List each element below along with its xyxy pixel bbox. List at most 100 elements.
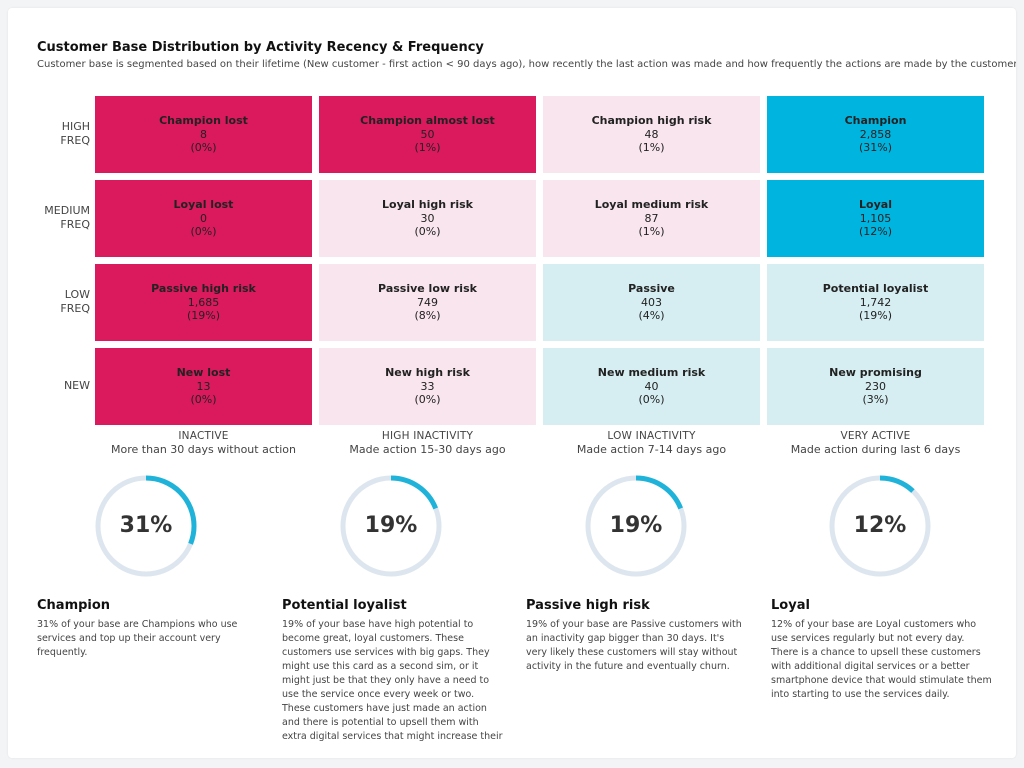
highlight-description: Passive high risk 19% of your base are Pa… — [526, 598, 748, 674]
segment-cell[interactable]: Loyal 1,105 (12%) — [767, 180, 984, 257]
segment-cell[interactable]: Passive 403 (4%) — [543, 264, 760, 341]
row-label-line1: MEDIUM — [44, 204, 90, 217]
column-label-description: Made action 15-30 days ago — [349, 443, 506, 456]
segment-name: Loyal lost — [173, 198, 234, 211]
segment-share: (1%) — [638, 141, 665, 154]
segment-name: Champion almost lost — [360, 114, 495, 127]
segment-count: 1,742 — [859, 295, 892, 309]
highlight-text: 19% of your base are Passive customers w… — [526, 619, 742, 672]
highlight-text: 19% of your base have high potential to … — [282, 619, 503, 742]
donut-percent-label: 31% — [119, 513, 173, 538]
column-label-title: HIGH INACTIVITY — [381, 430, 474, 442]
segment-name: New high risk — [385, 366, 470, 379]
segment-cell[interactable]: Loyal medium risk 87 (1%) — [543, 180, 760, 257]
segment-share: (0%) — [414, 225, 441, 238]
donut-arc — [829, 475, 931, 577]
segment-count: 48 — [644, 127, 659, 141]
segment-count: 0 — [200, 211, 207, 225]
row-label-line2: FREQ — [60, 134, 90, 147]
row-label: LOW FREQ — [28, 288, 90, 316]
row-label: MEDIUM FREQ — [28, 204, 90, 232]
donut-percent-label: 19% — [609, 513, 663, 538]
segment-count: 40 — [644, 379, 659, 393]
segment-count: 2,858 — [859, 127, 892, 141]
column-label-description: Made action during last 6 days — [790, 443, 961, 456]
donut-arc — [585, 475, 687, 577]
column-label: LOW INACTIVITY Made action 7-14 days ago — [543, 429, 760, 457]
highlight-title: Loyal — [771, 598, 810, 613]
highlight-text: 31% of your base are Champions who use s… — [37, 619, 238, 658]
donut-percent-label: 19% — [364, 513, 418, 538]
highlight-description: Potential loyalist 19% of your base have … — [282, 598, 504, 744]
segment-cell[interactable]: Champion almost lost 50 (1%) — [319, 96, 536, 173]
column-label-description: More than 30 days without action — [111, 443, 296, 456]
dashboard-card: Customer Base Distribution by Activity R… — [8, 8, 1016, 758]
percent-donut: 19% — [581, 471, 691, 581]
segment-cell[interactable]: Passive high risk 1,685 (19%) — [95, 264, 312, 341]
donut-svg — [340, 475, 442, 577]
segment-name: Passive low risk — [378, 282, 477, 295]
row-label: HIGH FREQ — [28, 120, 90, 148]
segment-count: 230 — [865, 379, 886, 393]
segment-name: New promising — [829, 366, 922, 379]
highlight-title: Potential loyalist — [282, 598, 407, 613]
segment-count: 13 — [196, 379, 211, 393]
segment-name: Passive high risk — [151, 282, 256, 295]
segment-count: 30 — [420, 211, 435, 225]
segment-share: (31%) — [858, 141, 893, 154]
donut-arc — [95, 475, 197, 577]
segment-share: (4%) — [638, 309, 665, 322]
segment-share: (12%) — [858, 225, 893, 238]
column-label-title: INACTIVE — [178, 430, 229, 442]
segment-name: Loyal — [859, 198, 892, 211]
segment-cell[interactable]: New high risk 33 (0%) — [319, 348, 536, 425]
percent-donut: 19% — [336, 471, 446, 581]
highlight-description: Loyal 12% of your base are Loyal customer… — [771, 598, 993, 702]
segment-cell[interactable]: Passive low risk 749 (8%) — [319, 264, 536, 341]
segment-cell[interactable]: Potential loyalist 1,742 (19%) — [767, 264, 984, 341]
row-label-line1: NEW — [63, 379, 90, 392]
percent-donut: 31% — [91, 471, 201, 581]
column-label: VERY ACTIVE Made action during last 6 day… — [767, 429, 984, 457]
segment-cell[interactable]: Champion 2,858 (31%) — [767, 96, 984, 173]
segment-name: New medium risk — [597, 366, 706, 379]
highlight-text: 12% of your base are Loyal customers who… — [771, 619, 992, 700]
row-label-line2: FREQ — [60, 302, 90, 315]
segment-cell[interactable]: New lost 13 (0%) — [95, 348, 312, 425]
segment-cell[interactable]: Champion lost 8 (0%) — [95, 96, 312, 173]
row-label: NEW — [28, 379, 90, 393]
column-label-title: VERY ACTIVE — [840, 430, 911, 442]
segment-cell[interactable]: Loyal high risk 30 (0%) — [319, 180, 536, 257]
chart-title: Customer Base Distribution by Activity R… — [37, 40, 484, 55]
segment-count: 50 — [420, 127, 435, 141]
row-label-line2: FREQ — [60, 218, 90, 231]
column-label-title: LOW INACTIVITY — [607, 430, 696, 442]
segment-count: 1,105 — [859, 211, 892, 225]
segment-cell[interactable]: New medium risk 40 (0%) — [543, 348, 760, 425]
segment-share: (3%) — [862, 393, 889, 406]
segment-cell[interactable]: Loyal lost 0 (0%) — [95, 180, 312, 257]
segment-cell[interactable]: New promising 230 (3%) — [767, 348, 984, 425]
segment-cell[interactable]: Champion high risk 48 (1%) — [543, 96, 760, 173]
segment-name: Champion high risk — [591, 114, 712, 127]
segment-share: (19%) — [858, 309, 893, 322]
donut-arc — [340, 475, 442, 577]
segment-share: (19%) — [186, 309, 221, 322]
segment-count: 403 — [641, 295, 662, 309]
segment-name: Loyal high risk — [382, 198, 473, 211]
chart-subtitle: Customer base is segmented based on thei… — [37, 59, 1016, 70]
donut-svg — [829, 475, 931, 577]
donut-svg — [585, 475, 687, 577]
segment-share: (1%) — [414, 141, 441, 154]
column-label: INACTIVE More than 30 days without action — [95, 429, 312, 457]
row-label-line1: HIGH — [61, 120, 90, 133]
column-label: HIGH INACTIVITY Made action 15-30 days ag… — [319, 429, 536, 457]
row-label-line1: LOW — [64, 288, 90, 301]
segment-count: 8 — [200, 127, 207, 141]
segment-name: Champion lost — [159, 114, 248, 127]
segment-share: (0%) — [190, 393, 217, 406]
highlight-description: Champion 31% of your base are Champions w… — [37, 598, 259, 660]
percent-donut: 12% — [825, 471, 935, 581]
highlight-title: Champion — [37, 598, 111, 613]
segment-count: 33 — [420, 379, 435, 393]
